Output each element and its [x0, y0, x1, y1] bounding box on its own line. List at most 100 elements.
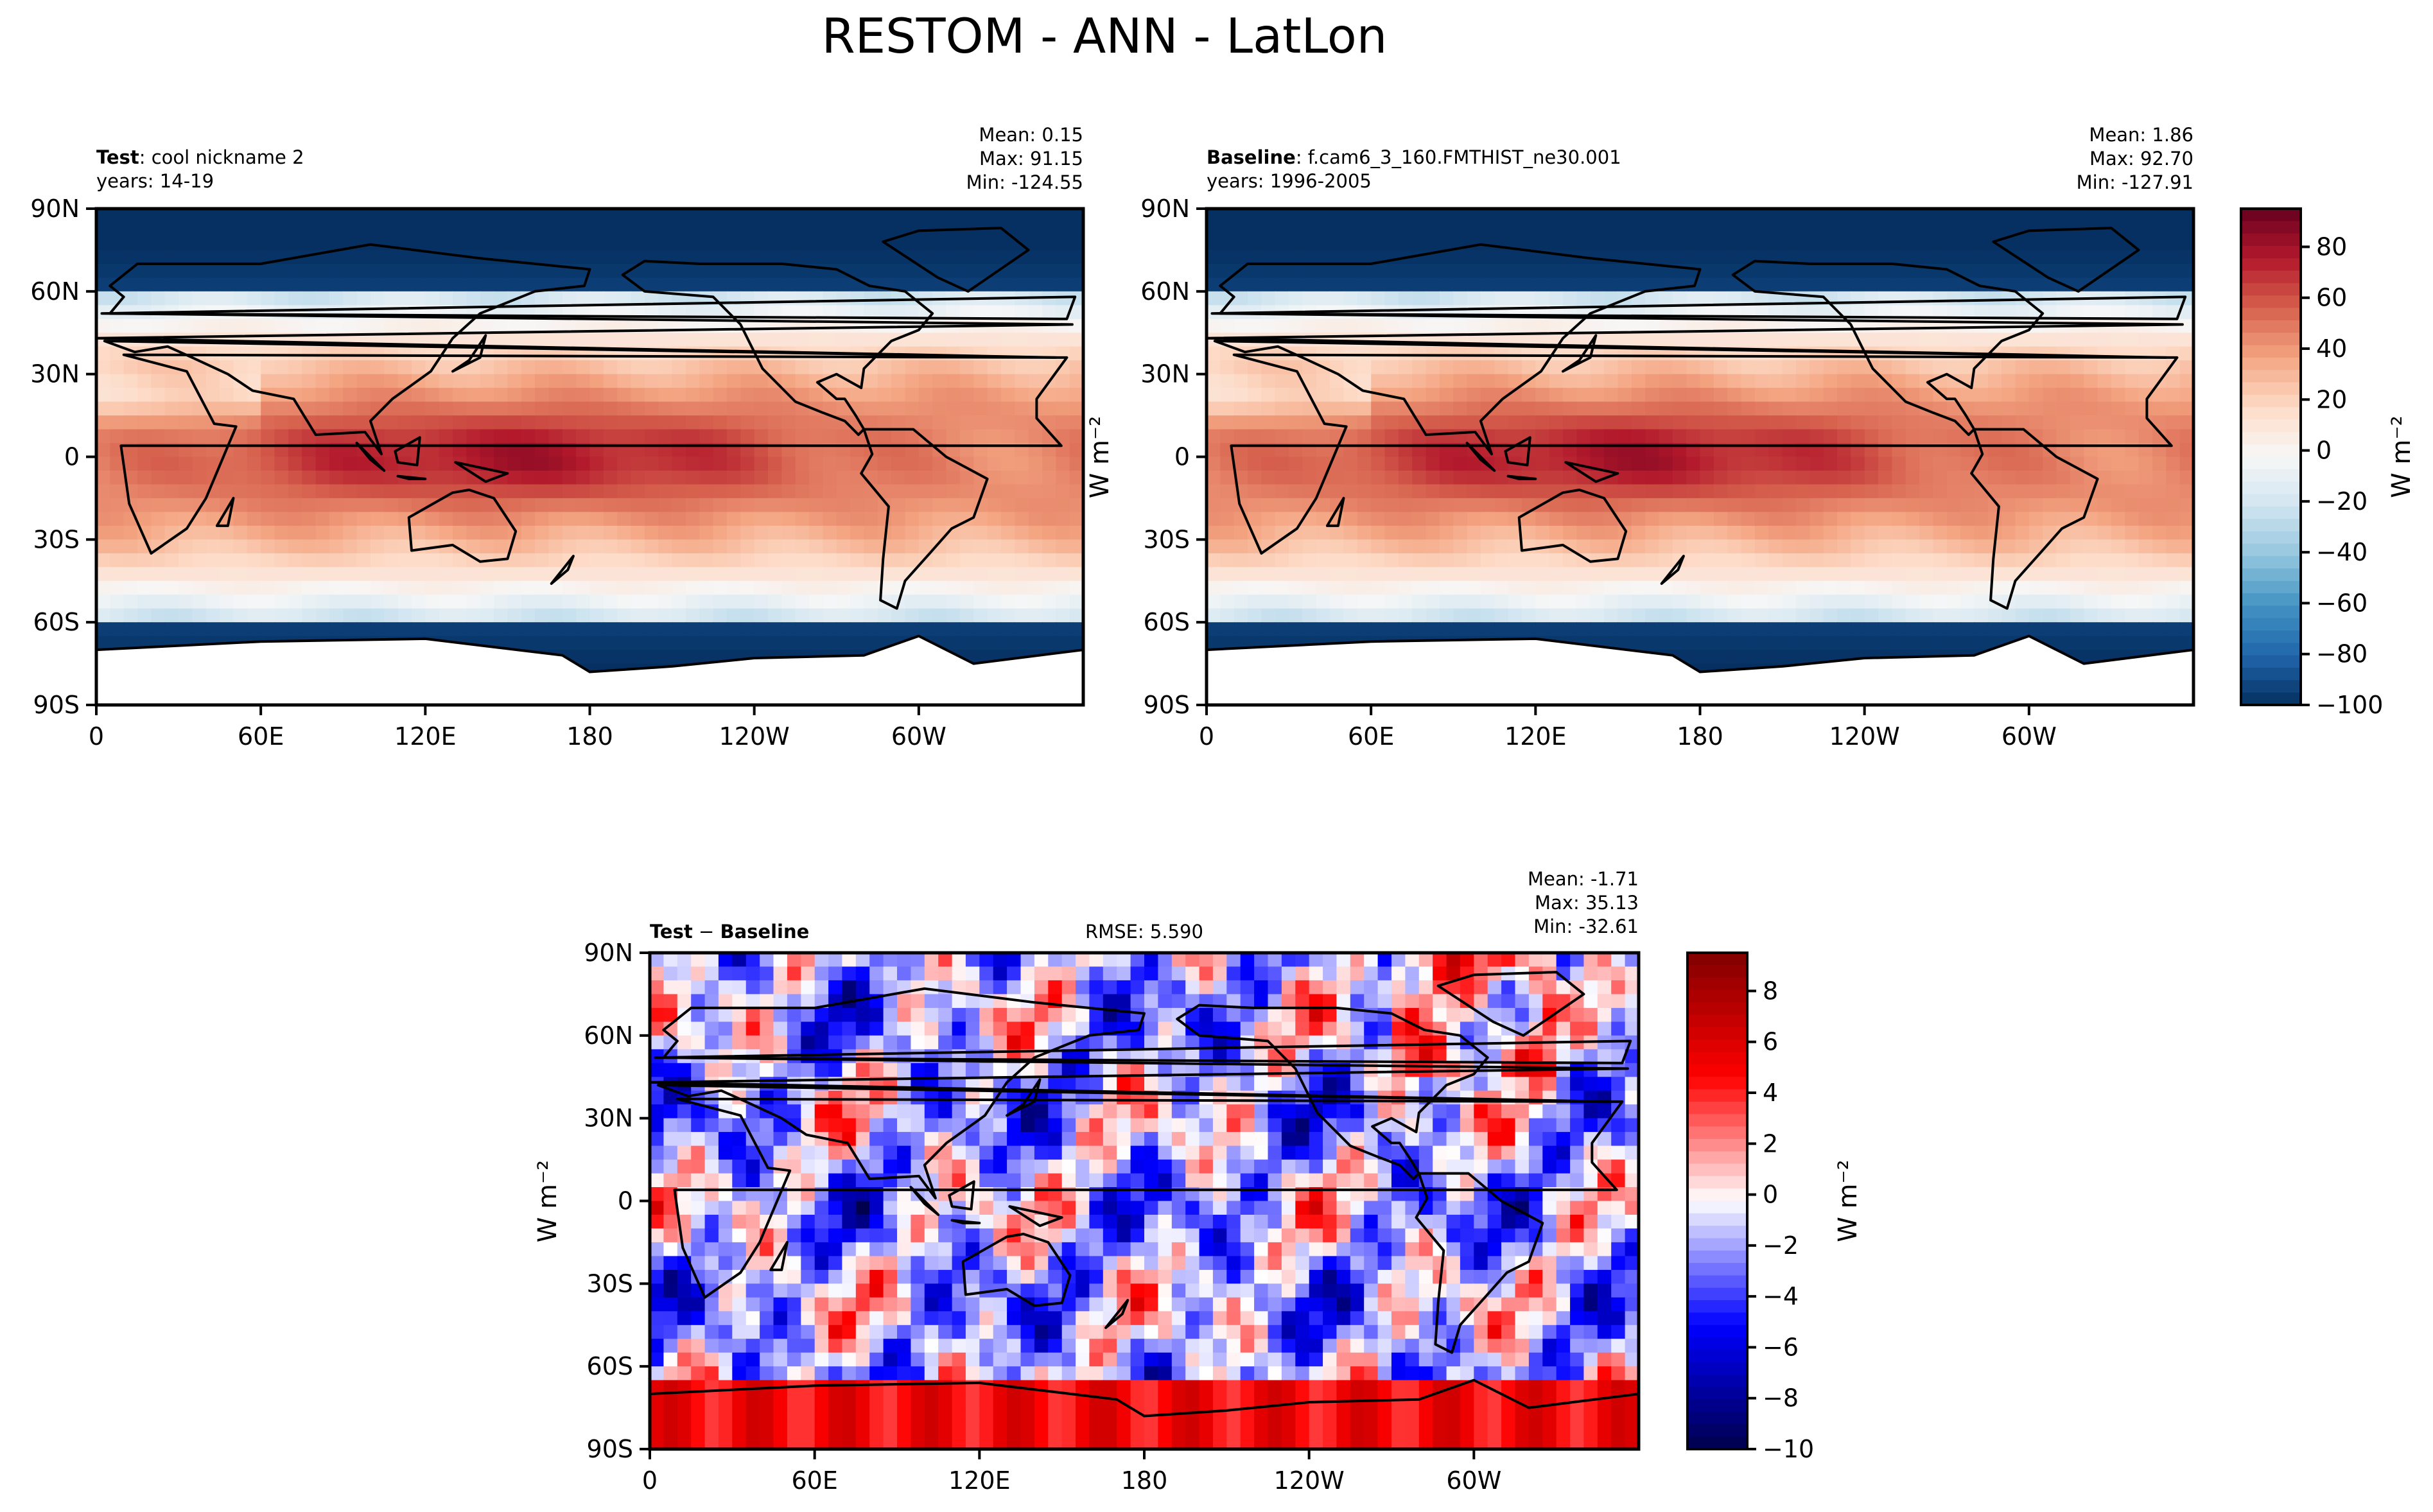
heatmap-cell: [1782, 484, 1797, 499]
heatmap-cell: [137, 429, 152, 444]
heatmap-cell: [836, 456, 851, 471]
heatmap-cell: [1823, 333, 1838, 347]
heatmap-cell: [439, 608, 453, 623]
heatmap-cell: [1864, 401, 1879, 416]
heatmap-cell: [1398, 360, 1413, 375]
heatmap-cell: [1042, 456, 1057, 471]
heatmap-cell: [384, 567, 399, 582]
heatmap-cell: [521, 263, 536, 279]
heatmap-cell: [836, 525, 851, 541]
heatmap-cell: [1741, 553, 1756, 568]
heatmap-cell: [1302, 429, 1317, 444]
heatmap-cell: [315, 374, 330, 388]
heatmap-cell: [1535, 580, 1550, 596]
heatmap-cell: [2152, 456, 2167, 471]
heatmap-cell: [1974, 305, 1989, 320]
heatmap-cell: [2084, 429, 2098, 444]
heatmap-cell: [836, 484, 851, 499]
heatmap-cell: [740, 388, 755, 403]
heatmap-cell: [1864, 388, 1879, 403]
heatmap-cell: [1357, 236, 1372, 251]
heatmap-cell: [356, 346, 371, 361]
heatmap-cell: [137, 595, 152, 609]
heatmap-cell: [356, 498, 371, 513]
heatmap-cell: [1343, 429, 1358, 444]
heatmap-cell: [754, 498, 769, 513]
coastline: [407, 489, 518, 563]
heatmap-cell: [1015, 263, 1029, 279]
heatmap-cell: [1234, 291, 1248, 306]
heatmap-cell: [1275, 456, 1289, 471]
heatmap-cell: [425, 346, 440, 361]
heatmap-cell: [548, 222, 563, 237]
heatmap-cell: [727, 333, 742, 347]
heatmap-cell: [877, 429, 892, 444]
heatmap-cell: [1974, 236, 1989, 251]
heatmap-cell: [959, 236, 974, 251]
heatmap-cell: [644, 525, 659, 541]
heatmap-cell: [2043, 305, 2057, 320]
heatmap-cell: [987, 333, 1002, 347]
heatmap-cell: [179, 595, 193, 609]
heatmap-cell: [1946, 498, 1961, 513]
heatmap-cell: [2097, 401, 2112, 416]
heatmap-cell: [2097, 250, 2112, 265]
heatmap-cell: [412, 512, 426, 526]
heatmap-cell: [2028, 608, 2043, 623]
heatmap-cell: [809, 580, 824, 596]
heatmap-cell: [2097, 608, 2112, 623]
heatmap-cell: [1727, 650, 1742, 665]
heatmap-cell: [589, 360, 604, 375]
heatmap-cell: [768, 222, 783, 237]
heatmap-cell: [1275, 622, 1289, 637]
heatmap-cell: [1946, 236, 1961, 251]
heatmap-cell: [425, 622, 440, 637]
heatmap-cell: [329, 512, 344, 526]
heatmap-cell: [617, 553, 632, 568]
heatmap-cell: [1823, 374, 1838, 388]
heatmap-cell: [713, 401, 728, 416]
heatmap-cell: [973, 608, 988, 623]
heatmap-cell: [1000, 608, 1015, 623]
heatmap-cell: [1467, 346, 1481, 361]
heatmap-cell: [1302, 471, 1317, 485]
heatmap-cell: [2152, 636, 2167, 650]
heatmap-cell: [1522, 263, 1537, 279]
heatmap-cell: [1494, 595, 1509, 609]
heatmap-cell: [1371, 595, 1386, 609]
heatmap-cell: [631, 553, 645, 568]
heatmap-cell: [1371, 484, 1386, 499]
heatmap-cell: [946, 236, 961, 251]
heatmap-cell: [507, 567, 522, 582]
heatmap-cell: [1631, 209, 1646, 223]
heatmap-cell: [589, 456, 604, 471]
heatmap-cell: [247, 429, 261, 444]
heatmap-cell: [535, 539, 550, 554]
heatmap-cell: [397, 608, 412, 623]
heatmap-cell: [288, 236, 302, 251]
heatmap-cell: [1823, 595, 1838, 609]
heatmap-cell: [1892, 277, 1906, 292]
heatmap-cell: [521, 429, 536, 444]
heatmap-cell: [987, 346, 1002, 361]
heatmap-cell: [699, 456, 714, 471]
heatmap-cell: [946, 333, 961, 347]
heatmap-cell: [932, 250, 947, 265]
heatmap-cell: [2138, 471, 2153, 485]
heatmap-cell: [1261, 388, 1276, 403]
heatmap-cell: [2043, 388, 2057, 403]
heatmap-cell: [932, 263, 947, 279]
heatmap-cell: [658, 622, 673, 637]
heatmap-cell: [2070, 374, 2084, 388]
heatmap-cell: [1631, 222, 1646, 237]
heatmap-cell: [507, 209, 522, 223]
coastline: [454, 461, 509, 483]
heatmap-cell: [1754, 401, 1769, 416]
heatmap-cell: [96, 318, 111, 334]
heatmap-cell: [727, 636, 742, 650]
heatmap-cell: [151, 388, 166, 403]
test-coastlines: [96, 227, 1083, 705]
heatmap-cell: [713, 567, 728, 582]
heatmap-cell: [1330, 525, 1345, 541]
heatmap-cell: [2166, 305, 2181, 320]
